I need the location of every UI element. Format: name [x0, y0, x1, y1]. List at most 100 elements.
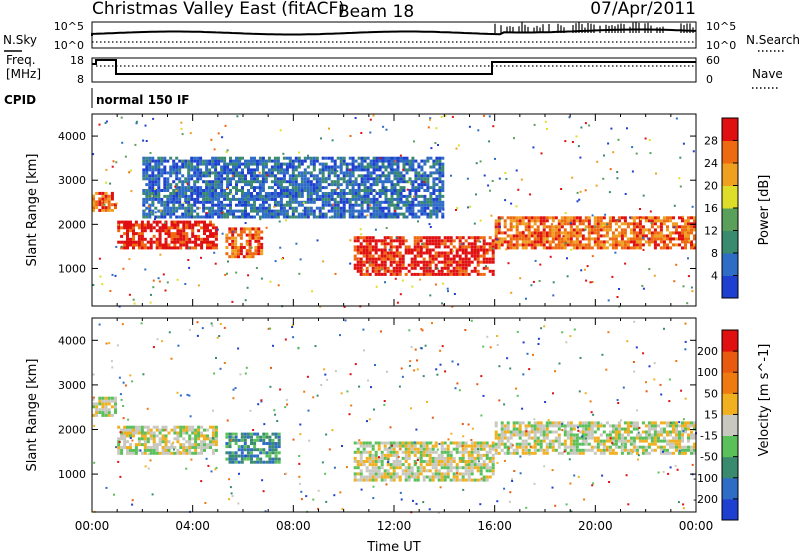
- heatmap-cell: [560, 243, 564, 247]
- heatmap-cell: [539, 445, 543, 449]
- heatmap-cell: [217, 132, 220, 135]
- heatmap-cell: [142, 215, 146, 219]
- heatmap-cell: [405, 156, 409, 160]
- heatmap-cell: [377, 254, 381, 258]
- heatmap-cell: [442, 208, 445, 211]
- heatmap-cell: [662, 237, 666, 241]
- heatmap-cell: [578, 228, 582, 232]
- heatmap-cell: [220, 215, 224, 219]
- heatmap-cell: [203, 434, 206, 438]
- heatmap-cell: [572, 442, 576, 446]
- heatmap-cell: [318, 183, 322, 187]
- heatmap-cell: [285, 171, 289, 175]
- heatmap-cell: [419, 453, 423, 457]
- heatmap-cell: [401, 242, 405, 246]
- heatmap-cell: [521, 442, 525, 446]
- heatmap-cell: [390, 180, 394, 184]
- heatmap-cell: [351, 174, 355, 178]
- heatmap-cell: [196, 180, 200, 184]
- heatmap-cell: [303, 177, 307, 181]
- heatmap-cell: [339, 168, 343, 172]
- heatmap-cell: [244, 222, 247, 224]
- heatmap-cell: [566, 421, 570, 425]
- heatmap-cell: [258, 209, 262, 213]
- heatmap-cell: [372, 162, 376, 166]
- heatmap-cell: [321, 174, 325, 178]
- heatmap-cell: [321, 177, 325, 181]
- heatmap-cell: [542, 237, 546, 241]
- heatmap-cell: [425, 447, 429, 451]
- heatmap-cell: [564, 140, 567, 143]
- heatmap-cell: [669, 240, 672, 244]
- heatmap-cell: [239, 249, 243, 253]
- heatmap-cell: [357, 156, 361, 160]
- heatmap-cell: [256, 457, 260, 461]
- heatmap-cell: [297, 159, 301, 163]
- heatmap-cell: [429, 156, 433, 160]
- heatmap-cell: [200, 174, 203, 177]
- heatmap-cell: [503, 436, 507, 440]
- heatmap-cell: [257, 242, 261, 246]
- heatmap-cell: [494, 237, 498, 241]
- heatmap-cell: [123, 431, 127, 435]
- heatmap-cell: [188, 226, 192, 230]
- heatmap-cell: [623, 222, 627, 226]
- heatmap-cell: [253, 168, 256, 172]
- heatmap-cell: [425, 444, 429, 448]
- heatmap-cell: [629, 222, 633, 226]
- heatmap-cell: [270, 174, 274, 178]
- heatmap-cell: [593, 216, 597, 220]
- heatmap-cell: [425, 441, 429, 445]
- heatmap-cell: [434, 475, 438, 479]
- heatmap-cell: [221, 232, 224, 235]
- heatmap-cell: [190, 206, 194, 210]
- heatmap-cell: [434, 239, 438, 243]
- heatmap-cell: [223, 206, 227, 210]
- heatmap-cell: [353, 450, 357, 454]
- heatmap-cell: [377, 444, 381, 448]
- heatmap-cell: [282, 189, 286, 192]
- heatmap-cell: [428, 272, 432, 276]
- heatmap-cell: [123, 443, 127, 447]
- heatmap-cell: [148, 197, 152, 201]
- heatmap-cell: [675, 228, 678, 232]
- heatmap-cell: [461, 257, 465, 261]
- heatmap-cell: [262, 490, 265, 493]
- heatmap-cell: [250, 168, 253, 172]
- heatmap-cell: [560, 237, 564, 241]
- heatmap-cell: [590, 421, 594, 425]
- heatmap-cell: [402, 186, 406, 190]
- heatmap-cell: [260, 277, 263, 280]
- heatmap-cell: [423, 194, 427, 198]
- heatmap-cell: [435, 203, 439, 207]
- heatmap-cell: [417, 183, 421, 187]
- heatmap-cell: [366, 180, 370, 184]
- heatmap-cell: [557, 433, 561, 437]
- heatmap-cell: [187, 215, 191, 219]
- heatmap-cell: [354, 215, 358, 219]
- heatmap-cell: [653, 274, 656, 277]
- heatmap-cell: [203, 220, 206, 224]
- heatmap-cell: [184, 197, 188, 201]
- heatmap-cell: [503, 237, 507, 241]
- heatmap-cell: [267, 212, 271, 216]
- heatmap-cell: [518, 427, 522, 431]
- heatmap-cell: [155, 223, 159, 227]
- heatmap-cell: [488, 242, 492, 246]
- heatmap-cell: [300, 183, 304, 187]
- heatmap-cell: [146, 425, 150, 429]
- heatmap-cell: [581, 448, 585, 452]
- heatmap-cell: [602, 246, 606, 250]
- heatmap-cell: [518, 234, 522, 238]
- heatmap-cell: [605, 228, 609, 232]
- heatmap-cell: [455, 147, 458, 150]
- heatmap-cell: [178, 189, 182, 192]
- heatmap-cell: [339, 197, 343, 201]
- heatmap-cell: [515, 216, 519, 220]
- heatmap-cell: [178, 171, 182, 175]
- heatmap-cell: [120, 245, 123, 248]
- heatmap-cell: [608, 445, 612, 449]
- heatmap-cell: [255, 267, 258, 269]
- heatmap-cell: [470, 453, 474, 457]
- heatmap-cell: [152, 240, 156, 244]
